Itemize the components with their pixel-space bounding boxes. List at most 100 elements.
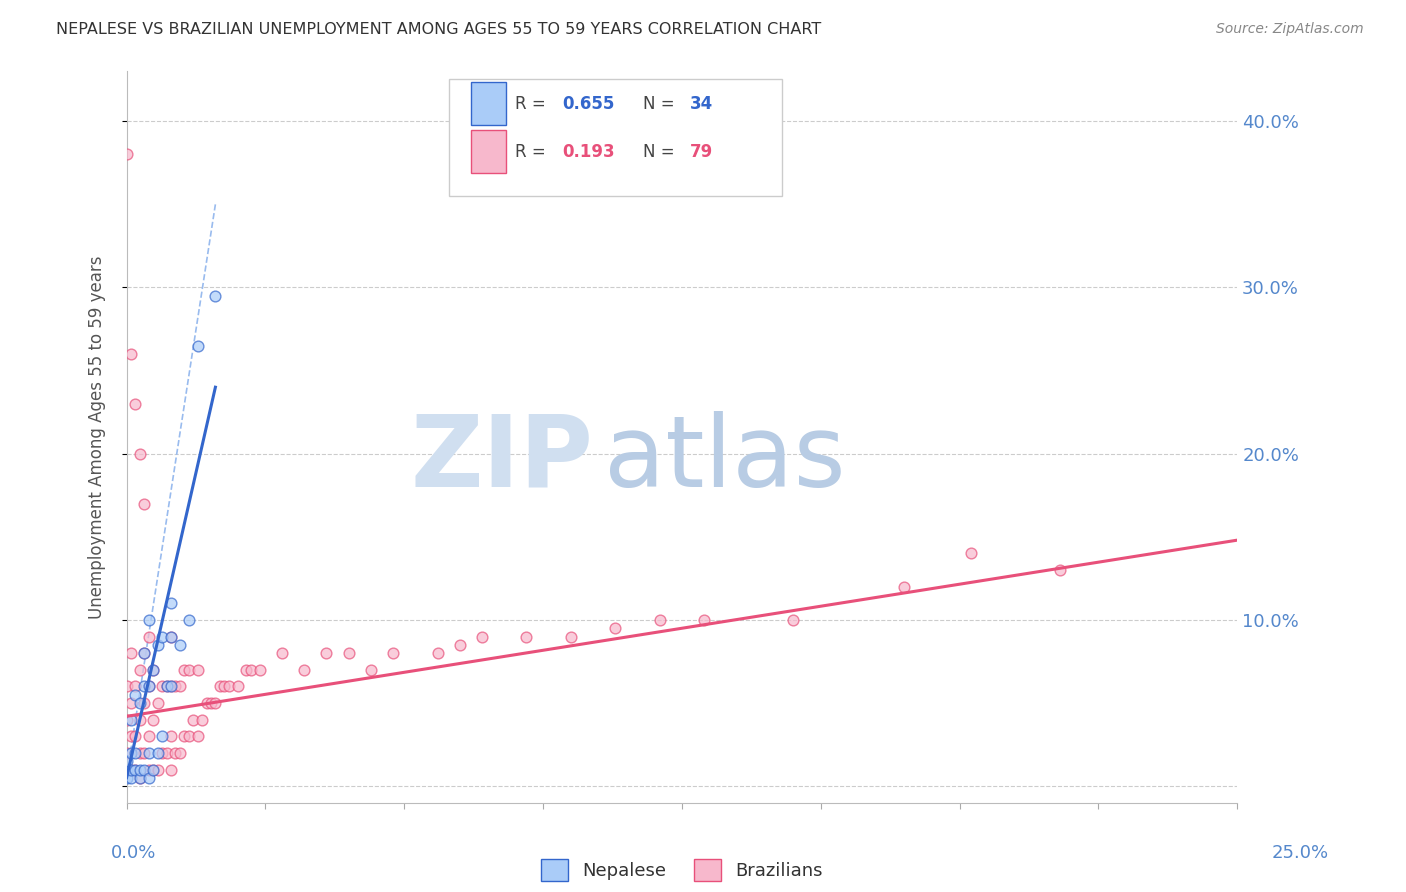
Point xyxy=(128,696,150,710)
Point xyxy=(134,680,156,694)
Point xyxy=(449,638,471,652)
Point xyxy=(204,289,226,303)
Point xyxy=(115,771,138,785)
Point xyxy=(382,646,405,660)
Point xyxy=(360,663,382,677)
Point xyxy=(200,696,222,710)
Point xyxy=(150,746,173,760)
Point xyxy=(337,646,360,660)
Point xyxy=(128,771,150,785)
Text: 0.193: 0.193 xyxy=(562,143,614,161)
Point xyxy=(142,763,165,777)
Point xyxy=(177,613,200,627)
Point xyxy=(134,763,156,777)
Point xyxy=(120,347,142,361)
Point xyxy=(124,729,146,743)
Point xyxy=(120,746,142,760)
Point xyxy=(782,613,804,627)
Text: R =: R = xyxy=(515,143,551,161)
Text: 34: 34 xyxy=(690,95,713,112)
Point xyxy=(138,746,160,760)
Point xyxy=(146,696,169,710)
Point xyxy=(142,713,165,727)
Point xyxy=(204,696,226,710)
Point xyxy=(187,729,209,743)
Point xyxy=(138,771,160,785)
Point xyxy=(187,338,209,352)
Point xyxy=(155,680,177,694)
Point xyxy=(959,546,981,560)
Point xyxy=(226,680,249,694)
Point xyxy=(218,680,240,694)
Point xyxy=(134,497,156,511)
Point xyxy=(120,696,142,710)
Point xyxy=(115,713,138,727)
Point xyxy=(648,613,671,627)
Point xyxy=(271,646,294,660)
Point xyxy=(146,746,169,760)
FancyBboxPatch shape xyxy=(449,78,782,195)
Point xyxy=(138,613,160,627)
Point xyxy=(134,646,156,660)
Point xyxy=(115,147,138,161)
Point xyxy=(177,663,200,677)
Point xyxy=(124,397,146,411)
Point xyxy=(142,763,165,777)
Point xyxy=(128,447,150,461)
Point xyxy=(124,763,146,777)
Point xyxy=(115,763,138,777)
Point xyxy=(160,596,183,610)
Point xyxy=(124,688,146,702)
Point xyxy=(124,763,146,777)
Point xyxy=(173,729,195,743)
FancyBboxPatch shape xyxy=(471,82,506,125)
Point xyxy=(181,713,204,727)
Point xyxy=(115,754,138,768)
Text: 79: 79 xyxy=(690,143,713,161)
Point xyxy=(165,746,187,760)
Text: N =: N = xyxy=(643,143,681,161)
Point xyxy=(165,680,187,694)
Point xyxy=(134,646,156,660)
Point xyxy=(169,680,191,694)
Point xyxy=(160,763,183,777)
Point xyxy=(160,630,183,644)
Point xyxy=(249,663,271,677)
Legend: Nepalese, Brazilians: Nepalese, Brazilians xyxy=(534,852,830,888)
Text: NEPALESE VS BRAZILIAN UNEMPLOYMENT AMONG AGES 55 TO 59 YEARS CORRELATION CHART: NEPALESE VS BRAZILIAN UNEMPLOYMENT AMONG… xyxy=(56,22,821,37)
Point xyxy=(128,663,150,677)
Point xyxy=(173,663,195,677)
Text: 0.0%: 0.0% xyxy=(111,844,156,862)
Point xyxy=(315,646,337,660)
Point xyxy=(120,713,142,727)
Point xyxy=(160,729,183,743)
Text: Source: ZipAtlas.com: Source: ZipAtlas.com xyxy=(1216,22,1364,37)
Point xyxy=(120,771,142,785)
Point xyxy=(142,663,165,677)
Point xyxy=(138,763,160,777)
Point xyxy=(128,713,150,727)
Point xyxy=(150,680,173,694)
FancyBboxPatch shape xyxy=(471,130,506,173)
Point xyxy=(235,663,257,677)
Point xyxy=(155,746,177,760)
Point xyxy=(138,729,160,743)
Point xyxy=(471,630,494,644)
Text: 0.655: 0.655 xyxy=(562,95,614,112)
Point xyxy=(142,663,165,677)
Text: ZIP: ZIP xyxy=(411,410,593,508)
Point xyxy=(515,630,537,644)
Point xyxy=(138,680,160,694)
Point xyxy=(115,680,138,694)
Point xyxy=(146,638,169,652)
Point xyxy=(426,646,449,660)
Point xyxy=(1049,563,1071,577)
Point xyxy=(124,746,146,760)
Point xyxy=(128,746,150,760)
Point xyxy=(893,580,915,594)
Point xyxy=(605,621,627,635)
Text: atlas: atlas xyxy=(605,410,846,508)
Y-axis label: Unemployment Among Ages 55 to 59 years: Unemployment Among Ages 55 to 59 years xyxy=(87,255,105,619)
Text: 25.0%: 25.0% xyxy=(1272,844,1329,862)
Point xyxy=(187,663,209,677)
